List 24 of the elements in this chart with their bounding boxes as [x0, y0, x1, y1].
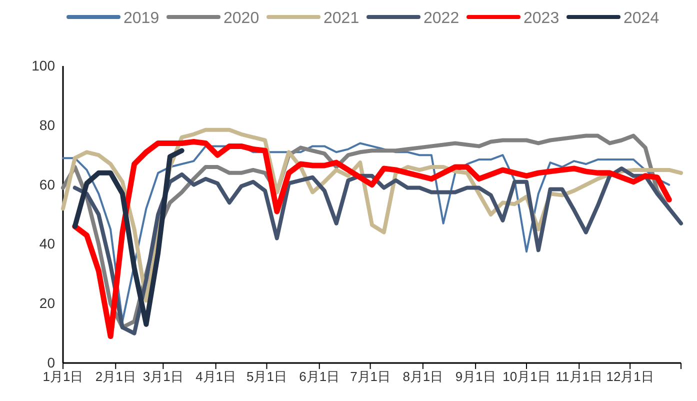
- x-tick-label: 4月1日: [196, 369, 236, 384]
- y-tick-label: 20: [39, 295, 56, 312]
- legend-label: 2024: [624, 10, 660, 27]
- x-tick-label: 11月1日: [556, 369, 602, 384]
- y-tick-label: 40: [39, 236, 56, 252]
- x-tick-label: 5月1日: [246, 369, 287, 384]
- x-tick-label: 2月1日: [95, 369, 136, 384]
- x-tick-label: 6月1日: [299, 369, 340, 384]
- x-tick-label: 1月1日: [42, 369, 84, 384]
- legend-label: 2023: [524, 10, 560, 27]
- x-tick-label: 3月1日: [142, 369, 184, 384]
- y-tick-label: 80: [39, 116, 56, 133]
- legend-label: 2020: [224, 10, 260, 27]
- x-tick-label: 10月1日: [502, 369, 550, 384]
- x-tick-label: 9月1日: [455, 369, 496, 384]
- legend-label: 2021: [324, 10, 360, 27]
- x-tick-label: 8月1日: [402, 369, 444, 384]
- legend-label: 2019: [124, 10, 160, 27]
- y-tick-label: 100: [32, 57, 56, 74]
- legend-label: 2022: [424, 10, 460, 27]
- x-tick-label: 12月1日: [606, 369, 654, 384]
- y-tick-label: 60: [39, 176, 56, 192]
- y-tick-label: 0: [47, 354, 56, 370]
- x-tick-label: 7月1日: [350, 369, 391, 384]
